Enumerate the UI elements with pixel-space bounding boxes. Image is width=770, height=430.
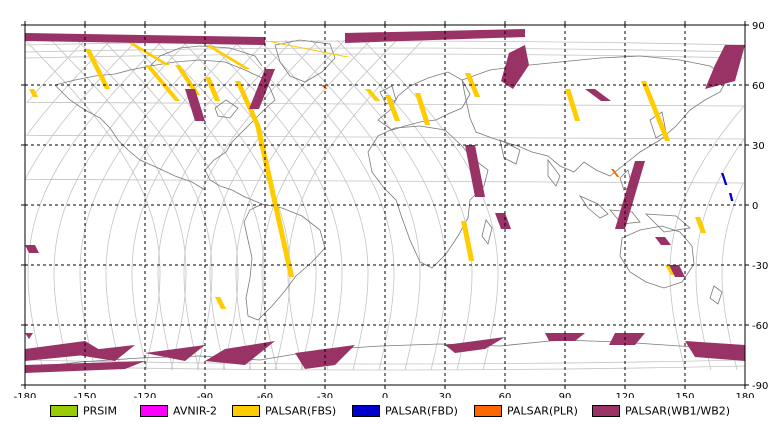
legend-swatch [352,405,380,417]
x-tick-label: 120 [615,392,634,398]
swath-palsar-fbs [365,89,381,101]
swath-palsar-wb [345,29,525,43]
swath-palsar-fbs [695,217,707,233]
swath-palsar-wb [495,213,511,229]
x-tick-label: 150 [675,392,694,398]
orbit-track [53,39,190,371]
swath-palsar-fbs [29,89,39,97]
swath-palsar-fbs [385,95,401,121]
y-tick-label: 60 [752,81,765,92]
x-tick-label: 90 [559,392,572,398]
swath-palsar-wb [249,69,275,109]
swath-palsar-wb [25,333,33,339]
swath-palsar-fbs [175,65,201,95]
orbit-track [25,39,745,371]
orbit-track [128,39,265,371]
legend-item-palsar-wb: PALSAR(WB1/WB2) [592,404,730,418]
x-tick-label: -150 [74,392,97,398]
axis-ticks: -180 -150 -120 -90 -60 -30 0 30 60 90 120 150 180 90 6… [14,21,768,398]
coverage-map: -180 -150 -120 -90 -60 -30 0 30 60 90 120 150 180 90 6… [14,21,768,398]
swath-palsar-fbs [125,41,171,65]
x-tick-label: -180 [14,392,37,398]
swath-palsar-wb [185,89,205,121]
swath-palsar-wb [669,265,685,277]
y-tick-label: -60 [752,321,768,332]
swath-palsar-fbs [641,81,671,141]
legend-label: AVNIR-2 [173,404,217,418]
x-tick-label: 30 [439,392,452,398]
swath-palsar-fbd [729,193,734,201]
graticule [25,25,745,385]
x-tick-label: -60 [257,392,273,398]
swath-palsar-fbs [461,221,475,261]
x-tick-label: 180 [735,392,754,398]
x-tick-label: -90 [197,392,213,398]
legend-item-prsim: PRSIM [50,404,117,418]
legend: PRSIM AVNIR-2 PALSAR(FBS) PALSAR(FBD) PA… [0,398,770,430]
swath-palsar-fbs [85,49,111,89]
legend-label: PALSAR(FBS) [265,404,337,418]
orbit-track [362,39,499,371]
swath-palsar-wb [501,45,529,89]
legend-item-palsar-fbd: PALSAR(FBD) [352,404,458,418]
swath-palsar-wb [705,45,745,89]
legend-item-avnir2: AVNIR-2 [140,404,217,418]
swath-palsar-wb [685,341,745,361]
swath-palsar-wb [609,333,645,345]
swath-palsar-wb [465,145,485,197]
legend-swatch [592,405,620,417]
y-tick-label: 30 [752,141,765,152]
swath-palsar-wb [445,337,505,353]
legend-label: PALSAR(PLR) [507,404,578,418]
swath-palsar-wb [585,89,611,101]
swath-palsar-fbd [721,173,728,185]
y-tick-label: 0 [752,201,758,212]
legend-swatch [140,405,168,417]
orbit-track [24,47,746,53]
legend-swatch [50,405,78,417]
swath-palsar-wb [25,245,39,253]
swath-palsar-wb [655,237,671,245]
x-tick-label: -30 [317,392,333,398]
orbit-track [284,39,421,371]
legend-swatch [474,405,502,417]
orbit-track [50,39,187,371]
legend-label: PALSAR(FBD) [385,404,458,418]
swath-palsar-fbs [255,125,295,277]
legend-swatch [232,405,260,417]
swath-palsar-wb [615,161,645,229]
swath-palsar-wb [205,341,275,365]
legend-item-palsar-plr: PALSAR(PLR) [474,404,578,418]
swath-palsar-fbs [565,89,581,121]
swath-palsar-fbs [205,45,251,69]
swath-palsar-fbs [145,65,181,101]
legend-label: PRSIM [83,404,117,418]
swath-palsar-wb [65,345,135,361]
swath-palsar-fbs [465,73,481,97]
x-tick-label: 60 [499,392,512,398]
y-tick-label: 90 [752,21,765,32]
observation-swaths [25,29,745,373]
swath-palsar-wb [145,345,205,361]
x-tick-label: 0 [382,392,388,398]
coastlines [27,39,741,369]
swath-palsar-fbs [215,297,227,309]
legend-item-palsar-fbs: PALSAR(FBS) [232,404,336,418]
swath-palsar-fbs [265,41,351,57]
orbit-track [209,39,346,371]
swath-palsar-plr [611,169,620,177]
legend-label: PALSAR(WB1/WB2) [625,404,731,418]
swath-palsar-plr [321,85,328,89]
y-tick-label: -90 [752,381,768,392]
x-tick-label: -120 [134,392,157,398]
y-tick-label: -30 [752,261,768,272]
swath-palsar-fbs [415,93,431,125]
swath-palsar-fbs [235,81,261,125]
swath-palsar-fbs [205,77,221,101]
